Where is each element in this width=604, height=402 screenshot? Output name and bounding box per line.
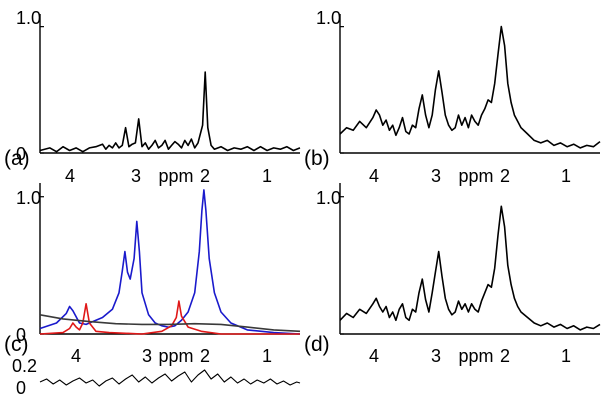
x-tick-label-a: 3 xyxy=(131,166,141,186)
x-tick-label-d: 3 xyxy=(431,346,441,366)
series-line-c-2 xyxy=(39,314,301,333)
x-tick-label-b: 2 xyxy=(500,166,510,186)
x-axis-title-a: ppm xyxy=(158,166,193,186)
series-line-d-0 xyxy=(339,205,601,331)
y-tick-label-residual: 0.2 xyxy=(12,356,37,376)
x-tick-label-a: 4 xyxy=(65,166,75,186)
x-tick-label-d: 2 xyxy=(500,346,510,366)
x-tick-label-a: 2 xyxy=(200,166,210,186)
series-line-a-0 xyxy=(39,71,301,153)
x-axis-title-d: ppm xyxy=(458,346,493,366)
y-tick-label-residual: 0 xyxy=(16,378,26,398)
x-tick-label-a: 1 xyxy=(262,166,272,186)
x-tick-label-d: 4 xyxy=(369,346,379,366)
y-tick-label-c: 1.0 xyxy=(16,188,41,208)
x-tick-label-b: 4 xyxy=(369,166,379,186)
y-tick-label-a: 1.0 xyxy=(16,8,41,28)
x-axis-title-b: ppm xyxy=(458,166,493,186)
x-tick-label-b: 3 xyxy=(431,166,441,186)
x-tick-label-b: 1 xyxy=(561,166,571,186)
x-tick-label-c: 1 xyxy=(262,346,272,366)
x-tick-label-c: 4 xyxy=(71,346,81,366)
panel-label-a: (a) xyxy=(4,147,30,170)
panel-label-c: (c) xyxy=(4,333,29,356)
y-tick-label-d: 1.0 xyxy=(316,188,341,208)
y-tick-label-a: 0 xyxy=(16,144,26,164)
panel-label-d: (d) xyxy=(304,333,330,356)
x-tick-label-c: 2 xyxy=(200,346,210,366)
y-tick-label-b: 1.0 xyxy=(316,8,341,28)
x-axis-title-c: ppm xyxy=(158,346,193,366)
series-line-residual-0 xyxy=(39,369,301,387)
y-tick-label-c: 0 xyxy=(16,325,26,345)
panel-label-b: (b) xyxy=(304,147,330,170)
series-line-b-0 xyxy=(339,25,601,149)
x-tick-label-c: 3 xyxy=(142,346,152,366)
series-line-c-0 xyxy=(39,189,301,335)
x-tick-label-d: 1 xyxy=(561,346,571,366)
